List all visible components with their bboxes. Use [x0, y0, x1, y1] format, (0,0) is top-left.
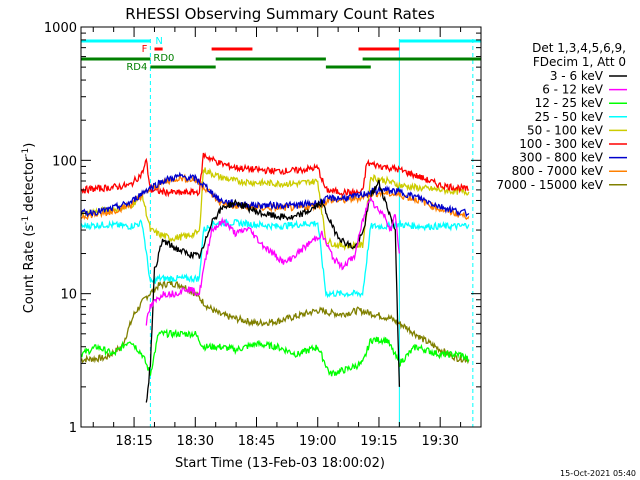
x-tick-label: 19:00 [299, 434, 336, 449]
legend-entry-300-800-kevkev: 300 - 800 keV [519, 151, 603, 165]
legend-entry-25-50-kevkev: 25 - 50 keV [535, 110, 604, 124]
y-tick-label: 10 [60, 288, 77, 303]
flag-label-rd0: RD0 [153, 53, 174, 64]
series-line-25-50-kevkev [80, 218, 470, 299]
y-tick-label: 1 [69, 421, 77, 436]
legend-entry-100-300-kevkev: 100 - 300 keV [519, 137, 603, 151]
flag-label-n: N [155, 36, 162, 47]
series-line-300-800-kevkev [80, 171, 470, 218]
series-line-7000-15000-kevkev [80, 278, 470, 365]
y-tick-label: 100 [52, 154, 77, 169]
series-line-12-25-kevkev [80, 328, 470, 377]
flag-label-f: F [142, 44, 148, 55]
y-tick-label: 1000 [44, 21, 77, 36]
series-line-100-300-kevkev [80, 152, 469, 198]
x-tick-label: 19:30 [421, 434, 458, 449]
x-tick-label: 18:30 [177, 434, 214, 449]
chart-title: RHESSI Observing Summary Count Rates [125, 5, 435, 23]
x-tick-label: 18:45 [238, 434, 275, 449]
render-timestamp: 15-Oct-2021 05:40 [560, 469, 636, 478]
legend-header-line-1: Det 1,3,4,5,6,9, [532, 41, 626, 55]
series-line-6-12-kevkev [145, 196, 401, 326]
x-tick-label: 18:15 [115, 434, 152, 449]
x-tick-label: 19:15 [360, 434, 397, 449]
plot-frame [80, 26, 482, 428]
legend-header-line-2: FDecim 1, Att 0 [533, 55, 626, 69]
legend-entry-50-100-kevkev: 50 - 100 keV [527, 123, 604, 137]
x-axis-label: Start Time (13-Feb-03 18:00:02) [175, 456, 385, 471]
legend-entry-800-7000-kevkev: 800 - 7000 keV [512, 164, 604, 178]
legend-entry-6-12-kevkev: 6 - 12 keV [542, 83, 604, 97]
legend-entry-12-25-kevkev: 12 - 25 keV [535, 96, 604, 110]
y-axis-label: Count Rate (s-1 detector-1) [21, 143, 37, 314]
flag-label-rd4: RD4 [126, 62, 147, 73]
legend-entry-3-6-kevkev: 3 - 6 keV [550, 69, 604, 83]
legend-entry-7000-15000-kevkev: 7000 - 15000 keV [496, 178, 603, 192]
series-line-50-100-kevkev [80, 167, 470, 252]
